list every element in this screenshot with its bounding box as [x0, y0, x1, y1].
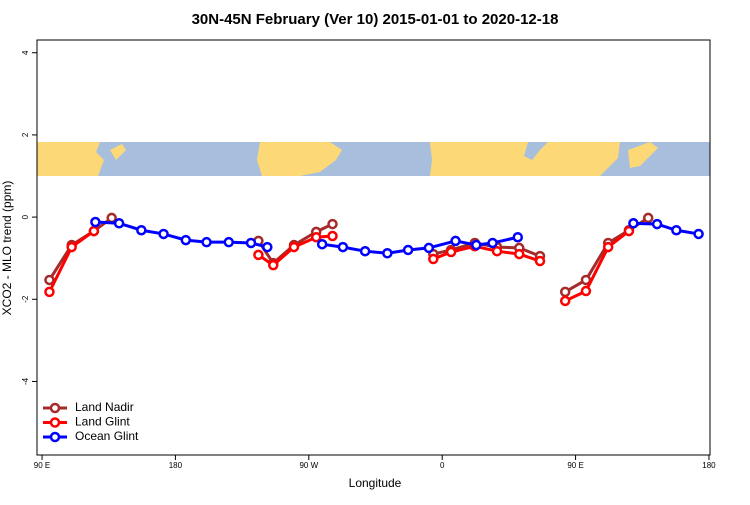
x-tick-label: 180 — [169, 461, 183, 470]
point — [602, 241, 614, 253]
point — [245, 237, 257, 249]
point — [534, 255, 546, 267]
y-tick-label: 0 — [21, 214, 30, 219]
x-tick-label: 90 W — [299, 461, 318, 470]
legend-label: Land Glint — [75, 415, 130, 429]
point — [623, 225, 635, 237]
point — [310, 231, 322, 243]
point — [671, 224, 682, 236]
map-land — [430, 142, 620, 176]
chart-title: 30N-45N February (Ver 10) 2015-01-01 to … — [192, 11, 559, 28]
legend-label: Land Nadir — [75, 400, 134, 414]
point — [288, 241, 300, 253]
point — [471, 239, 482, 251]
point — [253, 249, 264, 261]
map-land — [257, 142, 342, 176]
point — [90, 216, 101, 228]
point — [136, 224, 147, 236]
y-tick-label: -4 — [21, 377, 30, 385]
point — [44, 274, 55, 286]
point — [450, 235, 461, 247]
legend-label: Ocean Glint — [75, 429, 139, 443]
point — [651, 218, 663, 230]
point — [262, 241, 273, 253]
point — [559, 286, 571, 298]
point — [223, 236, 235, 248]
point — [642, 212, 654, 224]
point — [402, 244, 414, 256]
map-land — [83, 142, 104, 176]
point — [491, 245, 503, 257]
legend-marker — [49, 417, 61, 428]
legend-marker — [49, 402, 61, 414]
y-tick-label: -2 — [21, 295, 30, 303]
point — [580, 285, 592, 297]
point — [44, 286, 55, 298]
y-tick-label: 2 — [21, 132, 30, 137]
y-tick-label: 4 — [21, 50, 30, 55]
point — [514, 248, 525, 260]
map-land — [110, 144, 126, 160]
point — [201, 236, 212, 248]
point — [428, 253, 439, 265]
x-axis-label: Longitude — [349, 476, 402, 490]
point — [88, 225, 100, 237]
point — [559, 295, 571, 307]
point — [327, 230, 338, 242]
point — [693, 228, 704, 240]
point — [445, 246, 457, 258]
point — [327, 218, 338, 230]
x-tick-label: 0 — [440, 461, 445, 470]
x-tick-label: 180 — [702, 461, 716, 470]
plot-frame — [36, 39, 711, 456]
map-land — [37, 142, 83, 176]
map-strip — [37, 142, 710, 176]
y-axis-label: XCO2 - MLO trend (ppm) — [0, 181, 14, 316]
point — [628, 218, 639, 229]
point — [113, 218, 125, 229]
point — [106, 212, 117, 224]
point — [267, 259, 279, 271]
x-tick-label: 90 E — [567, 461, 583, 470]
point — [423, 242, 435, 254]
point — [66, 241, 77, 253]
point — [158, 228, 169, 240]
point — [180, 234, 192, 246]
point — [512, 231, 524, 243]
point — [359, 245, 371, 257]
legend-marker — [49, 431, 61, 443]
x-tick-label: 90 E — [34, 461, 50, 470]
map-land — [628, 142, 658, 168]
point — [316, 238, 328, 250]
point — [382, 248, 393, 259]
point — [487, 237, 498, 249]
point — [337, 241, 349, 253]
